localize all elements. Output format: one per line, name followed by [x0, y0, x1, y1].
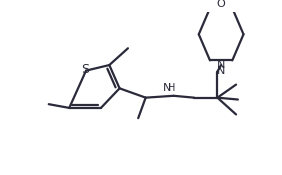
Text: S: S [81, 63, 89, 76]
Text: N: N [163, 83, 171, 93]
Text: O: O [217, 0, 226, 9]
Text: H: H [168, 83, 175, 93]
Text: N: N [217, 60, 225, 70]
Text: N: N [217, 66, 225, 76]
